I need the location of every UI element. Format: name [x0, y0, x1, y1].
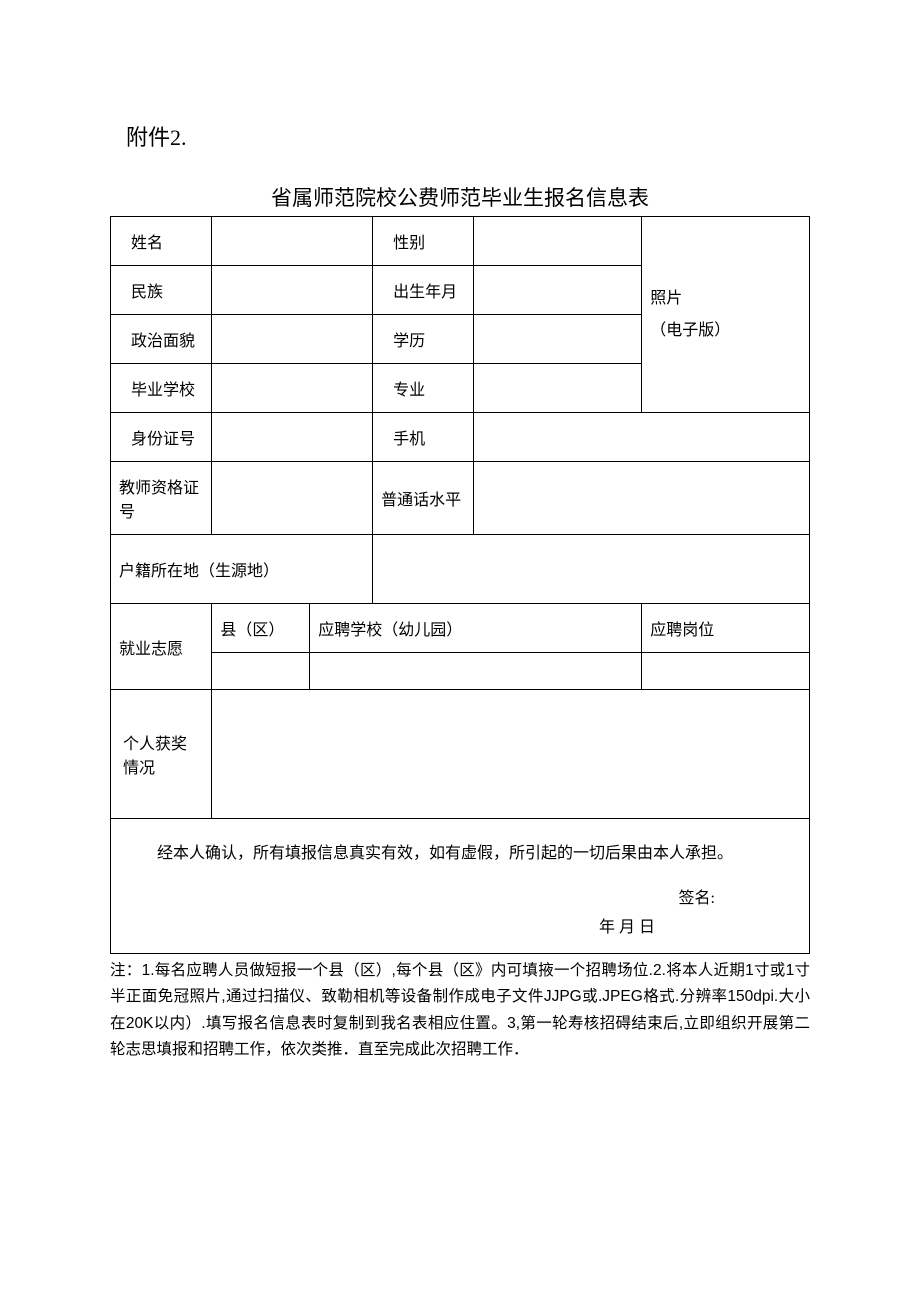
table-row: 户籍所在地（生源地）	[111, 535, 810, 604]
signature-label: 签名:	[125, 885, 715, 914]
signature-block: 签名: 年 月 日	[125, 885, 795, 943]
value-teacher-cert	[212, 462, 373, 535]
value-ethnicity	[212, 266, 373, 315]
declaration-text: 经本人确认，所有填报信息真实有效，如有虚假，所引起的一切后果由本人承担。	[125, 839, 795, 869]
label-phone: 手机	[373, 413, 474, 462]
label-grad-school: 毕业学校	[111, 364, 212, 413]
label-apply-position: 应聘岗位	[642, 604, 810, 653]
label-teacher-cert: 教师资格证号	[111, 462, 212, 535]
form-notes: 注：1.每名应聘人员做短报一个县（区）,每个县（区》内可填掖一个招聘场位.2.将…	[110, 958, 810, 1063]
label-major: 专业	[373, 364, 474, 413]
label-hukou: 户籍所在地（生源地）	[111, 535, 373, 604]
notes-text: 注：1.每名应聘人员做短报一个县（区）,每个县（区》内可填掖一个招聘场位.2.将…	[110, 962, 810, 1058]
table-row: 经本人确认，所有填报信息真实有效，如有虚假，所引起的一切后果由本人承担。 签名:…	[111, 819, 810, 954]
value-county	[212, 653, 310, 690]
label-awards: 个人获奖情况	[111, 690, 212, 819]
table-row: 教师资格证号 普通话水平	[111, 462, 810, 535]
value-major	[474, 364, 642, 413]
table-row: 就业志愿 县（区） 应聘学校（幼儿园） 应聘岗位	[111, 604, 810, 653]
signature-date: 年 月 日	[125, 914, 715, 943]
value-apply-position	[642, 653, 810, 690]
value-phone	[474, 413, 810, 462]
registration-form-table: 姓名 性别 照片 （电子版） 民族 出生年月 政治面貌 学历 毕业学校 专业 身…	[110, 216, 810, 954]
table-row: 个人获奖情况	[111, 690, 810, 819]
value-awards	[212, 690, 810, 819]
label-id-number: 身份证号	[111, 413, 212, 462]
value-gender	[474, 217, 642, 266]
form-title: 省属师范院校公费师范毕业生报名信息表	[110, 182, 810, 212]
label-county: 县（区）	[212, 604, 310, 653]
photo-line1: 照片	[650, 283, 801, 315]
label-apply-school: 应聘学校（幼儿园）	[310, 604, 642, 653]
value-hukou	[373, 535, 810, 604]
label-ethnicity: 民族	[111, 266, 212, 315]
label-gender: 性别	[373, 217, 474, 266]
photo-placeholder: 照片 （电子版）	[642, 217, 810, 413]
value-education	[474, 315, 642, 364]
value-grad-school	[212, 364, 373, 413]
value-politics	[212, 315, 373, 364]
label-mandarin: 普通话水平	[373, 462, 474, 535]
table-row: 姓名 性别 照片 （电子版）	[111, 217, 810, 266]
label-birth: 出生年月	[373, 266, 474, 315]
label-education: 学历	[373, 315, 474, 364]
label-name: 姓名	[111, 217, 212, 266]
table-row: 身份证号 手机	[111, 413, 810, 462]
attachment-label: 附件2.	[110, 120, 810, 152]
label-job-intent: 就业志愿	[111, 604, 212, 690]
value-mandarin	[474, 462, 810, 535]
table-row	[111, 653, 810, 690]
photo-line2: （电子版）	[650, 315, 801, 347]
label-politics: 政治面貌	[111, 315, 212, 364]
declaration-cell: 经本人确认，所有填报信息真实有效，如有虚假，所引起的一切后果由本人承担。 签名:…	[111, 819, 810, 954]
value-birth	[474, 266, 642, 315]
value-name	[212, 217, 373, 266]
value-apply-school	[310, 653, 642, 690]
value-id-number	[212, 413, 373, 462]
